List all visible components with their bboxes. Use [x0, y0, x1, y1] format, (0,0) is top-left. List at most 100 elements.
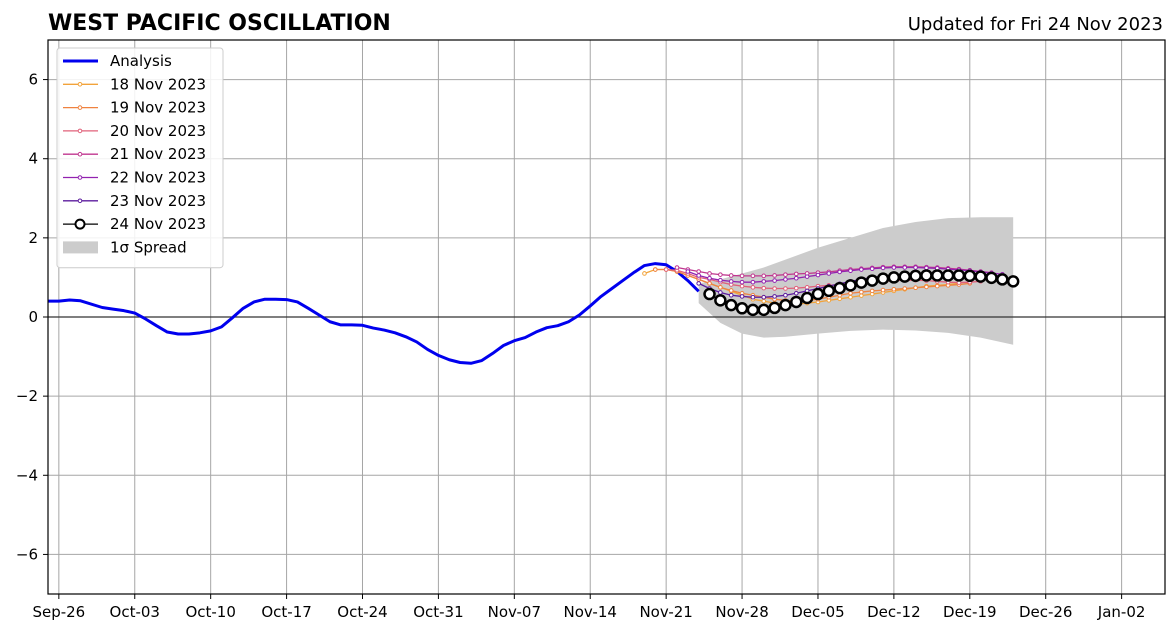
data-point — [859, 267, 864, 272]
data-point — [718, 285, 723, 290]
data-point — [750, 273, 756, 279]
data-point — [887, 271, 901, 284]
data-point — [750, 294, 756, 300]
data-point — [848, 294, 853, 300]
legend-marker — [77, 198, 83, 204]
data-point — [811, 287, 825, 301]
x-tick-label: Sep-26 — [32, 603, 85, 621]
data-point — [793, 290, 799, 296]
x-tick-label: Oct-10 — [185, 603, 235, 621]
data-point — [934, 283, 940, 289]
data-point — [761, 285, 767, 291]
data-point — [952, 269, 966, 282]
data-point — [793, 285, 799, 291]
data-point — [696, 281, 701, 286]
y-tick-label: −2 — [16, 387, 38, 405]
data-point — [848, 268, 853, 274]
legend-label-spread: 1σ Spread — [110, 238, 187, 256]
y-tick-label: 0 — [28, 308, 38, 326]
data-point — [703, 287, 716, 301]
data-point — [718, 277, 723, 283]
x-tick-label: Jan-02 — [1097, 603, 1146, 621]
x-tick-label: Dec-05 — [791, 603, 845, 621]
legend-label: 22 Nov 2023 — [110, 169, 206, 187]
data-point — [728, 292, 734, 298]
data-point — [924, 284, 929, 290]
data-point — [891, 265, 897, 270]
legend-swatch-spread — [63, 241, 98, 254]
data-point — [761, 298, 767, 304]
data-point — [804, 274, 810, 279]
data-point — [898, 270, 911, 283]
legend-box — [56, 47, 224, 269]
data-point — [876, 272, 890, 285]
data-point — [865, 274, 879, 287]
x-tick-label: Oct-31 — [413, 603, 463, 621]
legend-label: 21 Nov 2023 — [110, 145, 206, 163]
data-point — [750, 285, 756, 290]
data-point — [707, 271, 712, 276]
data-point — [837, 269, 842, 275]
data-point — [739, 283, 745, 289]
legend-marker — [77, 82, 83, 87]
data-point — [859, 289, 864, 295]
updated-date: Updated for Fri 24 Nov 2023 — [908, 14, 1163, 35]
data-point — [902, 286, 908, 291]
x-tick-label: Dec-19 — [943, 603, 997, 621]
data-point — [642, 271, 647, 276]
data-point — [880, 287, 886, 293]
data-point — [772, 286, 777, 291]
data-point — [902, 265, 908, 270]
legend-marker — [77, 175, 83, 180]
data-point — [783, 292, 788, 298]
data-point — [707, 281, 712, 286]
data-point — [783, 286, 788, 291]
data-point — [739, 279, 745, 285]
data-point — [783, 277, 788, 282]
data-point — [837, 296, 842, 302]
x-tick-label: Nov-21 — [639, 603, 692, 621]
data-point — [815, 272, 821, 278]
data-point — [707, 275, 712, 281]
data-point — [913, 265, 918, 270]
data-point — [746, 303, 760, 317]
data-point — [931, 269, 944, 282]
data-point — [855, 276, 868, 289]
y-tick-label: 2 — [28, 229, 38, 247]
legend: Analysis 18 Nov 2023 19 Nov 2023 20 Nov 202… — [56, 47, 224, 269]
series-line-analysis — [48, 262, 700, 365]
y-tick-label: 6 — [28, 71, 38, 89]
legend-label: 23 Nov 2023 — [110, 192, 206, 210]
data-point — [761, 294, 767, 300]
data-point — [941, 269, 955, 282]
x-tick-label: Oct-17 — [261, 603, 311, 621]
data-point — [1006, 275, 1020, 288]
x-tick-label: Dec-12 — [867, 603, 921, 621]
x-tick-label: Dec-26 — [1019, 603, 1073, 621]
data-point — [761, 273, 767, 279]
data-point — [848, 290, 853, 296]
data-point — [724, 298, 738, 312]
data-point — [768, 301, 781, 315]
data-point — [963, 269, 977, 283]
y-tick-label: −4 — [16, 466, 38, 484]
data-point — [869, 266, 875, 272]
data-point — [779, 298, 792, 312]
data-point — [880, 265, 886, 271]
x-tick-label: Nov-28 — [715, 603, 768, 621]
data-point — [804, 285, 810, 290]
legend-marker — [77, 128, 83, 134]
data-point — [800, 291, 814, 305]
legend-marker — [77, 151, 83, 157]
legend-label: 20 Nov 2023 — [110, 122, 206, 140]
legend-marker — [74, 218, 86, 230]
data-point — [924, 265, 929, 271]
data-point — [985, 271, 998, 285]
data-point — [735, 302, 749, 315]
legend-label: 18 Nov 2023 — [110, 75, 206, 93]
data-point — [714, 294, 727, 307]
data-point — [685, 269, 691, 274]
data-point — [790, 295, 803, 309]
data-point — [920, 269, 933, 282]
